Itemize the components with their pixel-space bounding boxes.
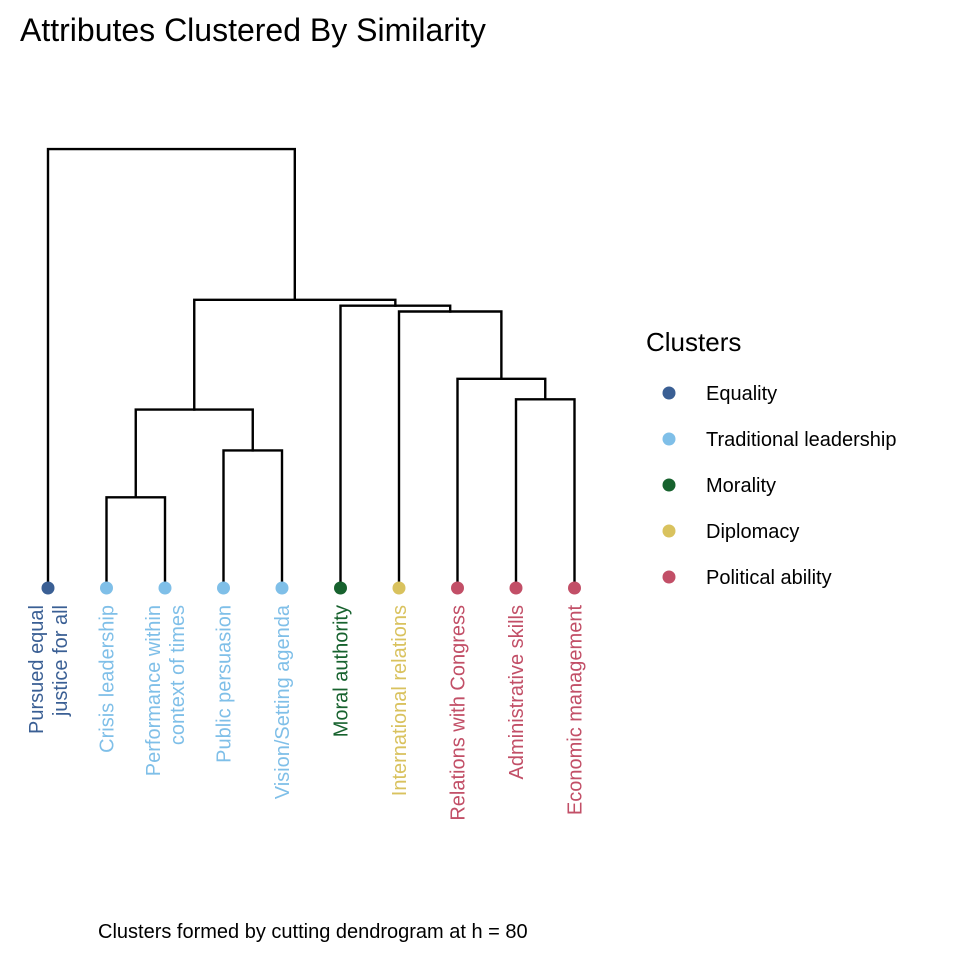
leaf-point-8 bbox=[451, 581, 464, 595]
legend-key-1 bbox=[662, 386, 676, 400]
leaf-point-3 bbox=[158, 581, 172, 595]
dendrogram-branch-4 bbox=[514, 398, 576, 590]
leaf-label-4: Public persuasion bbox=[214, 605, 236, 763]
leaf-label-9: Administrative skills bbox=[506, 605, 528, 779]
legend-title: Clusters bbox=[646, 327, 741, 357]
leaf-point-4 bbox=[217, 581, 230, 595]
leaf-label-1-line-2: justice for all bbox=[50, 605, 72, 717]
dendrogram-branch-2 bbox=[222, 449, 284, 590]
chart-caption: Clusters formed by cutting dendrogram at… bbox=[98, 921, 528, 943]
leaf-point-2 bbox=[100, 581, 113, 595]
leaf-point-5 bbox=[275, 581, 289, 595]
leaf-label-8: Relations with Congress bbox=[448, 605, 470, 821]
leaf-point-9 bbox=[509, 581, 523, 595]
dendrogram-branch-8 bbox=[193, 298, 397, 411]
leaf-point-1 bbox=[41, 581, 55, 595]
dendrogram-branch-9 bbox=[46, 147, 296, 590]
leaf-point-10 bbox=[568, 581, 581, 595]
dendrogram-branch-3 bbox=[134, 408, 254, 499]
dendrogram-leaves bbox=[41, 581, 581, 595]
legend-key-2 bbox=[662, 432, 676, 446]
leaf-label-10: Economic management bbox=[565, 605, 587, 816]
leaf-label-3-line-1: Performance within bbox=[143, 605, 165, 776]
leaf-label-5: Vision/Setting agenda bbox=[272, 604, 294, 799]
dendrogram-branch-5 bbox=[456, 377, 547, 590]
leaf-point-7 bbox=[392, 581, 406, 595]
chart-title: Attributes Clustered By Similarity bbox=[20, 12, 486, 48]
legend-label-4: Diplomacy bbox=[706, 521, 799, 543]
legend-label-3: Morality bbox=[706, 475, 776, 497]
leaf-label-3-line-2: context of times bbox=[167, 605, 189, 745]
dendrogram-branch-6 bbox=[397, 310, 503, 590]
dendrogram-branches bbox=[46, 147, 576, 590]
dendrogram-branch-7 bbox=[339, 304, 452, 590]
legend-key-5 bbox=[662, 570, 676, 584]
leaf-label-2: Crisis leadership bbox=[97, 605, 119, 753]
legend-key-3 bbox=[662, 478, 676, 492]
dendrogram-branch-1 bbox=[105, 496, 167, 590]
leaf-label-1-line-1: Pursued equal bbox=[26, 605, 48, 734]
legend: Clusters Equality Traditional leadership M… bbox=[646, 327, 896, 589]
leaf-label-7: International relations bbox=[389, 605, 411, 796]
leaf-point-6 bbox=[334, 581, 347, 595]
leaf-labels: Pursued equal justice for all Crisis leade… bbox=[26, 604, 587, 821]
legend-label-2: Traditional leadership bbox=[706, 429, 896, 451]
legend-label-1: Equality bbox=[706, 383, 777, 405]
legend-key-4 bbox=[662, 524, 676, 538]
leaf-label-6: Moral authority bbox=[331, 605, 353, 737]
legend-label-5: Political ability bbox=[706, 567, 832, 589]
